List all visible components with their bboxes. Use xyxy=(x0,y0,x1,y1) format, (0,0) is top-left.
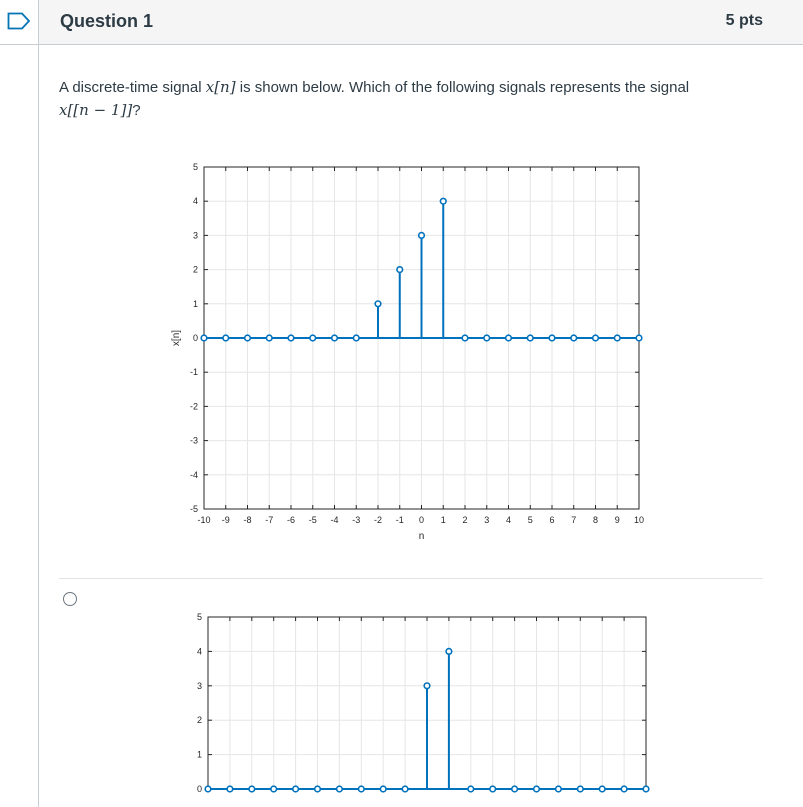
y-tick-label: 1 xyxy=(193,299,198,309)
answer-option-stem-plot: 0 1 2 3 4 5 xyxy=(197,612,650,794)
stem-marker xyxy=(313,785,322,793)
stem-marker xyxy=(352,334,360,342)
stem-marker xyxy=(204,785,212,793)
flag-question-icon[interactable] xyxy=(7,12,31,30)
stem-marker xyxy=(598,785,606,793)
stem-marker xyxy=(635,334,643,342)
x-tick-label: 4 xyxy=(506,515,511,525)
stem-marker xyxy=(379,785,387,793)
question-header: Question 1 5 pts xyxy=(0,0,803,45)
stem-marker xyxy=(417,231,426,239)
x-axis-label: n xyxy=(419,531,425,542)
stem-marker xyxy=(357,785,365,793)
y-tick-label: 1 xyxy=(197,750,202,760)
stem-marker xyxy=(576,785,584,793)
stem-marker xyxy=(309,334,317,342)
y-tick-label: -1 xyxy=(190,367,198,377)
y-tick-label: -3 xyxy=(190,436,198,446)
stem-marker xyxy=(526,334,534,342)
question-points: 5 pts xyxy=(725,12,763,29)
y-axis-label: x[n] xyxy=(171,330,182,346)
x-tick-label: 8 xyxy=(593,515,598,525)
stem-marker xyxy=(374,300,382,308)
stem-marker xyxy=(461,334,469,342)
stem-marker xyxy=(287,334,295,342)
stem-marker xyxy=(467,785,475,793)
stem-marker xyxy=(335,785,343,793)
x-tick-label: 7 xyxy=(571,515,576,525)
y-tick-label: -5 xyxy=(190,504,198,514)
x-tick-label: -3 xyxy=(352,515,360,525)
x-tick-label: 10 xyxy=(634,515,644,525)
stem-marker xyxy=(620,785,628,793)
x-tick-label: 1 xyxy=(441,515,446,525)
question-text-prefix: A discrete-time signal xyxy=(59,79,206,96)
flag-strip xyxy=(0,0,39,44)
y-tick-label: 0 xyxy=(197,784,202,794)
stem-marker xyxy=(226,785,234,793)
stem-marker xyxy=(330,334,339,342)
x-tick-label: -6 xyxy=(287,515,295,525)
stem-marker xyxy=(291,785,300,793)
answer-separator xyxy=(59,578,763,579)
stem-marker xyxy=(423,682,431,690)
x-tick-label: 2 xyxy=(462,515,467,525)
y-tick-label: 3 xyxy=(193,230,198,240)
x-tick-label: -9 xyxy=(222,515,230,525)
stem-marker xyxy=(200,334,208,342)
x-tick-label: -4 xyxy=(330,515,338,525)
x-tick-label: 9 xyxy=(615,515,620,525)
y-tick-label: 2 xyxy=(193,265,198,275)
stem-marker xyxy=(613,334,621,342)
x-tick-label: -7 xyxy=(265,515,273,525)
stem-marker xyxy=(591,334,600,342)
stem-marker xyxy=(504,334,513,342)
x-tick-label: 5 xyxy=(528,515,533,525)
stem-marker xyxy=(401,785,409,793)
x-tick-label: -10 xyxy=(197,515,210,525)
stem-marker xyxy=(483,334,491,342)
signal-expression: x[n] xyxy=(205,78,236,96)
y-tick-label: 4 xyxy=(193,196,198,206)
stem-marker xyxy=(265,334,273,342)
stem-marker xyxy=(489,785,497,793)
y-tick-label: -4 xyxy=(190,470,198,480)
stem-marker xyxy=(270,785,278,793)
question-body xyxy=(38,45,803,807)
question-text-suffix: ? xyxy=(132,102,141,119)
question-title: Question 1 xyxy=(60,11,154,31)
y-tick-label: 5 xyxy=(193,162,198,172)
stem-marker xyxy=(570,334,578,342)
y-tick-label: 0 xyxy=(193,333,198,343)
x-tick-label: -2 xyxy=(374,515,382,525)
y-tick-label: 2 xyxy=(197,715,202,725)
stem-marker xyxy=(396,265,404,274)
stem-marker xyxy=(222,334,230,342)
x-tick-label: 6 xyxy=(549,515,554,525)
stem-marker xyxy=(554,785,563,793)
question-text: A discrete-time signal x[n] is shown bel… xyxy=(59,76,759,122)
y-tick-label: 5 xyxy=(197,612,202,622)
x-tick-label: 3 xyxy=(484,515,489,525)
x-tick-label: -8 xyxy=(243,515,251,525)
y-tick-label: 3 xyxy=(197,681,202,691)
x-tick-label: -5 xyxy=(309,515,317,525)
stem-marker xyxy=(243,334,252,342)
stem-marker xyxy=(248,785,256,793)
x-tick-label: -1 xyxy=(396,515,404,525)
stem-marker xyxy=(445,647,453,656)
shifted-signal-expression: x[[n − 1]] xyxy=(59,101,133,119)
answer-option-radio[interactable] xyxy=(63,592,77,606)
stem-marker xyxy=(439,197,447,205)
stem-marker xyxy=(511,785,519,793)
stem-marker xyxy=(642,785,650,793)
question-text-middle: is shown below. Which of the following s… xyxy=(235,79,690,96)
stem-marker xyxy=(532,785,541,793)
stem-marker xyxy=(548,334,556,342)
y-tick-label: -2 xyxy=(190,401,198,411)
x-tick-label: 0 xyxy=(419,515,424,525)
signal-stem-plot: -10 -9 -8 -7 -6 -5 -4 -3 -2 -1 0 1 2 3 4 5 6 7 8 9 10-5-4-3-… xyxy=(171,162,644,542)
y-tick-label: 4 xyxy=(197,646,202,656)
